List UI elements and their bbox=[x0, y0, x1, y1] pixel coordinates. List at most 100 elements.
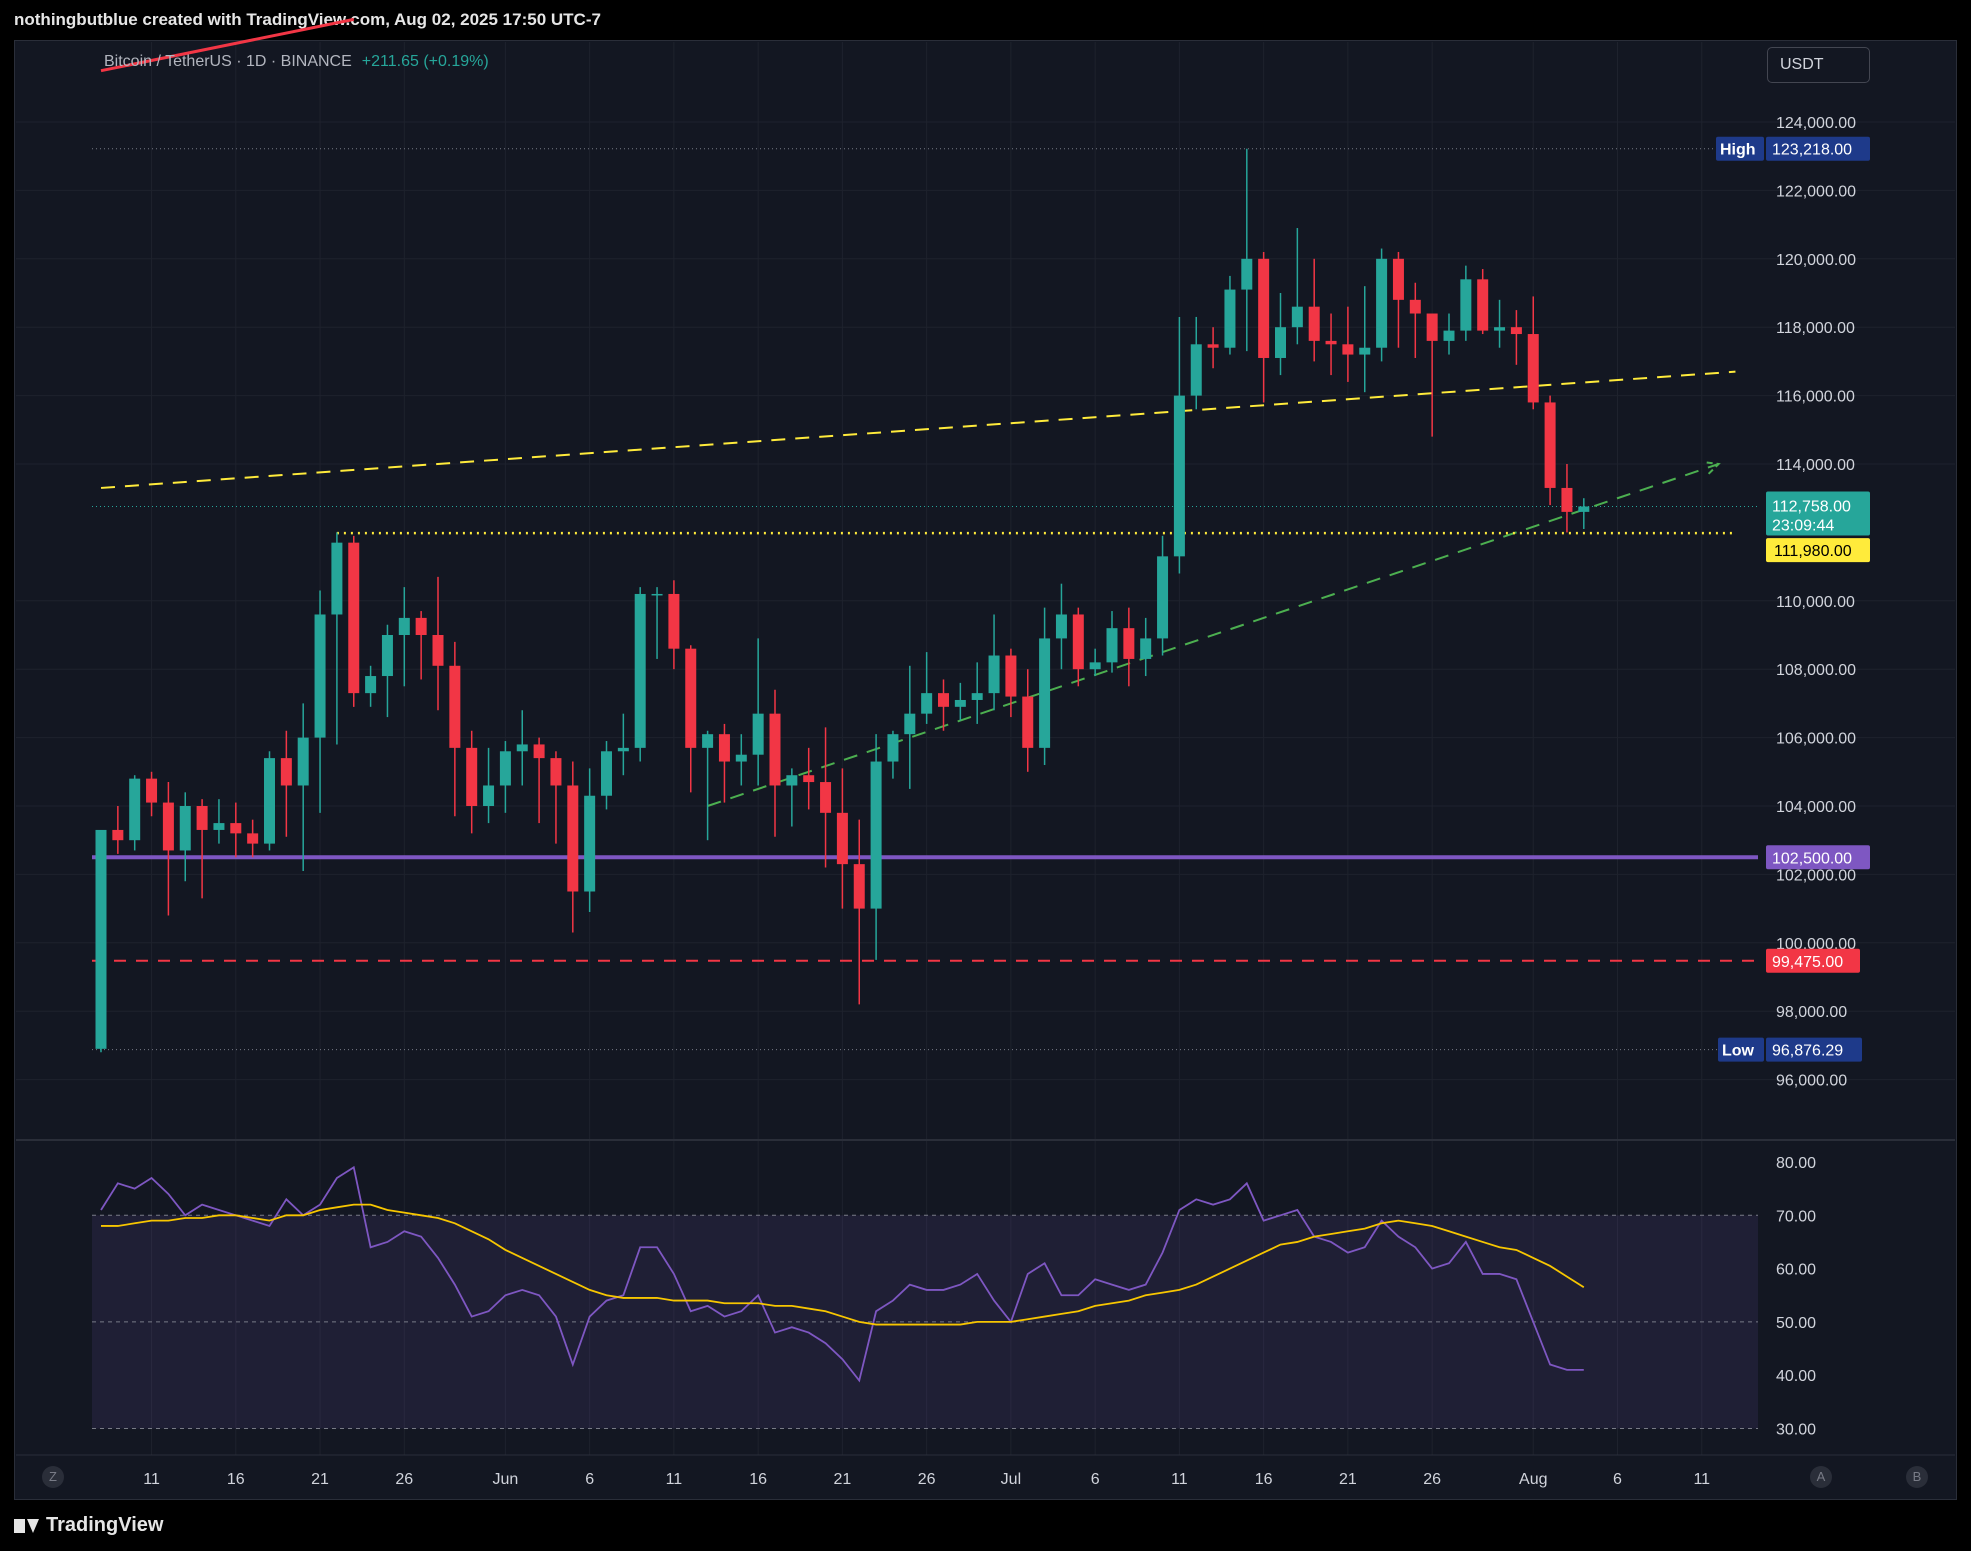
rsi-tick-label: 50.00 bbox=[1776, 1315, 1816, 1332]
candle bbox=[1039, 638, 1051, 748]
price-tick-label: 100,000.00 bbox=[1776, 936, 1856, 953]
bar-countdown-label: 23:09:44 bbox=[1772, 517, 1834, 534]
time-tick-label: 11 bbox=[143, 1471, 160, 1488]
purple-level-label-bg bbox=[1766, 845, 1870, 870]
candle bbox=[1157, 556, 1169, 639]
timezone-button[interactable]: Z bbox=[42, 1466, 64, 1488]
time-tick-label: 21 bbox=[311, 1471, 329, 1488]
time-tick-label: 6 bbox=[585, 1471, 594, 1488]
candle bbox=[1241, 258, 1253, 290]
rsi-line bbox=[100, 1165, 1584, 1383]
candle bbox=[449, 665, 461, 748]
yellow-level-label: 111,980.00 bbox=[1774, 543, 1852, 560]
candle bbox=[179, 806, 191, 851]
candle bbox=[1392, 258, 1404, 300]
candle bbox=[1291, 306, 1303, 328]
price-tick-label: 120,000.00 bbox=[1776, 252, 1856, 269]
low-price-label-bg bbox=[1766, 1037, 1862, 1062]
candle bbox=[1527, 334, 1539, 403]
candle bbox=[904, 713, 916, 735]
low-price-label: 96,876.29 bbox=[1772, 1043, 1843, 1060]
candle bbox=[1460, 279, 1472, 331]
low-tag-bg bbox=[1718, 1037, 1764, 1062]
candle bbox=[921, 693, 933, 714]
legend-change: +211.65 (+0.19%) bbox=[361, 53, 489, 70]
candle bbox=[1578, 506, 1590, 512]
high-price-label-bg bbox=[1766, 136, 1870, 161]
red-level-label-bg bbox=[1766, 948, 1860, 973]
candle bbox=[702, 734, 714, 748]
rsi-tick-label: 30.00 bbox=[1776, 1422, 1816, 1439]
candle bbox=[685, 648, 697, 748]
candle bbox=[146, 778, 158, 803]
time-tick-label: 6 bbox=[1613, 1471, 1622, 1488]
price-tick-label: 102,000.00 bbox=[1776, 867, 1856, 884]
candle bbox=[1494, 327, 1506, 331]
candle bbox=[870, 761, 882, 909]
candle bbox=[112, 829, 124, 841]
candle bbox=[365, 676, 377, 694]
time-tick-label: Jul bbox=[1001, 1471, 1021, 1488]
candle bbox=[213, 823, 225, 830]
rsi-ma-line bbox=[101, 1203, 1585, 1326]
chart-legend: Bitcoin / TetherUS · 1D · BINANCE +211.65… bbox=[104, 53, 489, 71]
red-level-label: 99,475.00 bbox=[1772, 954, 1843, 971]
time-tick-label: 16 bbox=[227, 1471, 245, 1488]
candle bbox=[971, 693, 983, 700]
time-tick-label: Jun bbox=[493, 1471, 519, 1488]
rsi-tick-label: 40.00 bbox=[1776, 1368, 1816, 1385]
candle bbox=[533, 744, 545, 759]
candle bbox=[1140, 638, 1152, 659]
time-tick-label: 26 bbox=[395, 1471, 413, 1488]
bar-button[interactable]: B bbox=[1906, 1466, 1928, 1488]
price-tick-label: 96,000.00 bbox=[1776, 1073, 1847, 1090]
candle bbox=[1089, 662, 1101, 670]
rsi-tick-label: 60.00 bbox=[1776, 1262, 1816, 1279]
candle bbox=[752, 713, 764, 755]
time-tick-label: 11 bbox=[1171, 1471, 1188, 1488]
candle bbox=[601, 751, 612, 796]
candle bbox=[567, 785, 579, 892]
high-tag-bg bbox=[1716, 136, 1764, 161]
candle bbox=[1190, 344, 1202, 396]
candle bbox=[381, 635, 393, 677]
candle bbox=[314, 614, 326, 738]
candle bbox=[516, 744, 528, 752]
low-tag-label: Low bbox=[1722, 1043, 1755, 1060]
header-bar: nothingbutblue created with TradingView.… bbox=[0, 0, 1971, 40]
candle bbox=[1443, 330, 1455, 341]
currency-selector[interactable]: USDT bbox=[1767, 47, 1870, 83]
candle bbox=[954, 699, 966, 707]
candle bbox=[887, 734, 899, 762]
high-price-label: 123,218.00 bbox=[1772, 142, 1852, 159]
yellow-level-tag-bg bbox=[1766, 538, 1870, 563]
price-tick-label: 116,000.00 bbox=[1776, 389, 1855, 406]
candle bbox=[550, 758, 562, 786]
candle bbox=[483, 785, 495, 806]
candle bbox=[1055, 614, 1067, 639]
time-tick-label: 16 bbox=[1255, 1471, 1273, 1488]
price-tick-label: 104,000.00 bbox=[1776, 799, 1856, 816]
auto-scale-button[interactable]: A bbox=[1810, 1466, 1832, 1488]
legend-symbol: Bitcoin / TetherUS · 1D · BINANCE bbox=[104, 53, 352, 70]
candle bbox=[264, 758, 275, 844]
high-tag-label: High bbox=[1720, 142, 1756, 159]
brand-label: TradingView bbox=[46, 1514, 164, 1536]
candle bbox=[1258, 258, 1270, 358]
purple-level-label: 102,500.00 bbox=[1772, 850, 1852, 867]
time-tick-label: Aug bbox=[1519, 1471, 1547, 1488]
time-tick-label: 6 bbox=[1091, 1471, 1100, 1488]
candle bbox=[1123, 628, 1135, 659]
time-tick-label: 11 bbox=[1693, 1471, 1710, 1488]
trendline-yellow-dashed bbox=[100, 370, 1736, 489]
candle bbox=[735, 754, 747, 762]
price-tick-label: 110,000.00 bbox=[1776, 594, 1855, 611]
chart-panel[interactable] bbox=[14, 40, 1957, 1500]
footer-bar: TradingView bbox=[0, 1500, 1971, 1551]
candle bbox=[1106, 628, 1118, 663]
candle bbox=[988, 655, 1000, 694]
candle bbox=[129, 778, 141, 841]
candle bbox=[1426, 313, 1438, 341]
candle bbox=[1173, 395, 1185, 557]
